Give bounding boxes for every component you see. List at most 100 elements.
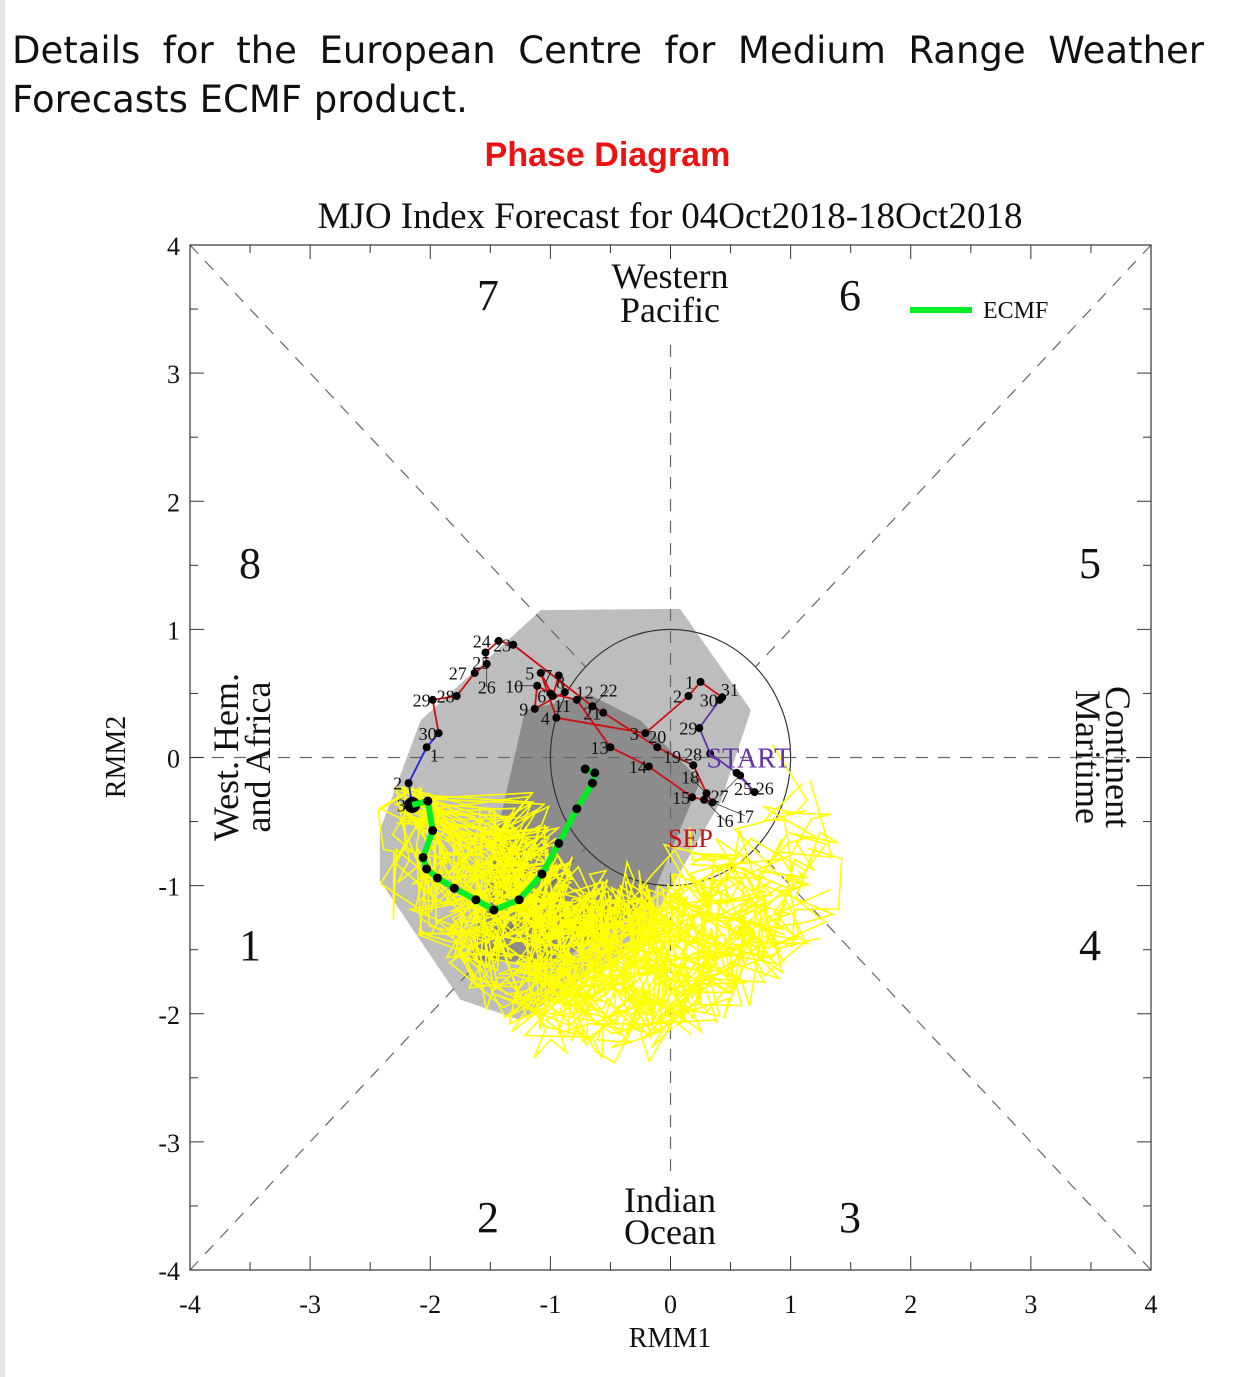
observed-day-label: 19 (663, 747, 681, 767)
ensemble-member-line (396, 782, 804, 998)
forecast-point (432, 873, 442, 883)
x-tick-label: -4 (179, 1290, 201, 1319)
observed-point (422, 743, 431, 752)
diagonal-divider-1 (755, 244, 1152, 668)
ensemble-member-line (403, 810, 664, 1023)
ensemble-member-line (414, 819, 739, 962)
region-right-1: Maritime (1068, 690, 1108, 824)
label-leader-line (592, 689, 609, 707)
forecast-trajectory (411, 764, 600, 915)
observed-oct-line (407, 732, 440, 806)
observed-day-label: 7 (543, 666, 552, 686)
observed-point (536, 668, 545, 677)
phase-8: 8 (239, 539, 261, 588)
observed-day-label: 27 (449, 664, 467, 684)
observed-day-label: 26 (478, 678, 496, 698)
observed-point (684, 692, 693, 700)
ensemble-member-line (424, 801, 667, 956)
observed-day-label: 29 (679, 719, 697, 739)
label-leader-line (690, 776, 707, 794)
observed-point (434, 729, 443, 738)
phase-guides (189, 244, 1152, 1271)
observed-day-label: 18 (681, 768, 699, 788)
observed-point (706, 749, 715, 758)
y-tick-label: -2 (158, 1001, 180, 1030)
observed-day-label: 26 (756, 778, 774, 798)
observed-day-label: 31 (721, 680, 739, 700)
observed-point (606, 743, 615, 752)
phase-5: 5 (1079, 539, 1101, 588)
x-tick-label: 0 (664, 1290, 677, 1319)
forecast-point (580, 764, 590, 774)
observed-day-label: 12 (576, 683, 594, 703)
chart-title: MJO Index Forecast for 04Oct2018-18Oct20… (318, 196, 1023, 237)
observed-day-label: 5 (525, 664, 534, 684)
section-title: Phase Diagram (484, 136, 731, 174)
observed-day-label: 17 (736, 806, 754, 826)
region-labels: Western Pacific Indian Ocean West. Hem. … (206, 256, 1138, 1252)
observed-day-label: 30 (700, 690, 718, 710)
observed-day-label: 21 (583, 703, 601, 723)
observed-day-label: 2 (393, 774, 402, 794)
observed-day-label: 29 (413, 690, 431, 710)
ensemble-member-line (395, 786, 827, 1049)
forecast-point (537, 869, 547, 879)
diagonal-divider-0 (189, 244, 586, 668)
observed-point (428, 695, 437, 704)
observed-point (572, 695, 581, 704)
observed-day-label: 25 (472, 653, 490, 673)
observed-day-label: 22 (600, 681, 618, 701)
observed-day-label: 27 (711, 787, 729, 807)
observed-point (494, 636, 503, 645)
y-tick-label: 4 (167, 232, 180, 261)
observed-day-label: 1 (685, 673, 694, 693)
phase-4: 4 (1079, 921, 1101, 970)
diagonal-divider-2 (755, 847, 1152, 1271)
ensemble-member-line (416, 807, 661, 967)
observed-point (554, 671, 563, 680)
observed-point (509, 640, 518, 649)
observed-day-label: 20 (648, 727, 666, 747)
observed-day-label: 3 (397, 796, 406, 816)
phase-3: 3 (839, 1193, 861, 1242)
y-tick-label: 0 (167, 745, 180, 774)
region-right-2: Continent (1098, 686, 1138, 828)
observed-day-label: 15 (672, 788, 690, 808)
forecast-point (423, 796, 433, 806)
x-tick-label: -2 (419, 1290, 441, 1319)
observed-point (696, 677, 705, 686)
phase-2: 2 (477, 1193, 499, 1242)
y-tick-label: -4 (158, 1257, 180, 1286)
observed-day-label: 8 (556, 673, 565, 693)
axes-frame (189, 244, 1152, 1271)
phase-6: 6 (839, 271, 861, 320)
observed-day-label: 13 (590, 738, 608, 758)
region-top-2: Pacific (620, 290, 720, 330)
region-bottom-1: Indian (624, 1180, 716, 1220)
intro-text: Details for the European Centre for Medi… (12, 29, 1204, 121)
observed-day-label: 10 (505, 676, 523, 696)
observed-point (404, 779, 413, 788)
y-tick-label: 1 (167, 616, 180, 645)
phase-labels: 1 2 3 4 5 6 7 8 (239, 271, 1101, 1242)
month-label-sep: SEP (668, 824, 713, 853)
ensemble-member-line (391, 787, 821, 1059)
observed-day-label: 9 (519, 699, 528, 719)
y-axis-label: RMM2 (101, 716, 132, 798)
y-tick-label: -3 (158, 1129, 180, 1158)
observed-day-label: 14 (629, 757, 647, 777)
phase-1: 1 (239, 921, 261, 970)
ensemble-member-line (379, 786, 650, 1064)
observed-point (560, 688, 569, 697)
observed-day-label: 3 (630, 724, 639, 744)
observed-point (452, 692, 461, 700)
observed-point (552, 713, 561, 722)
x-tick-label: -3 (299, 1290, 321, 1319)
observed-point (546, 689, 555, 698)
forecast-point (471, 895, 481, 905)
label-leader-line (703, 799, 725, 821)
observed-day-label: 1 (430, 746, 439, 766)
observed-point (688, 793, 697, 802)
